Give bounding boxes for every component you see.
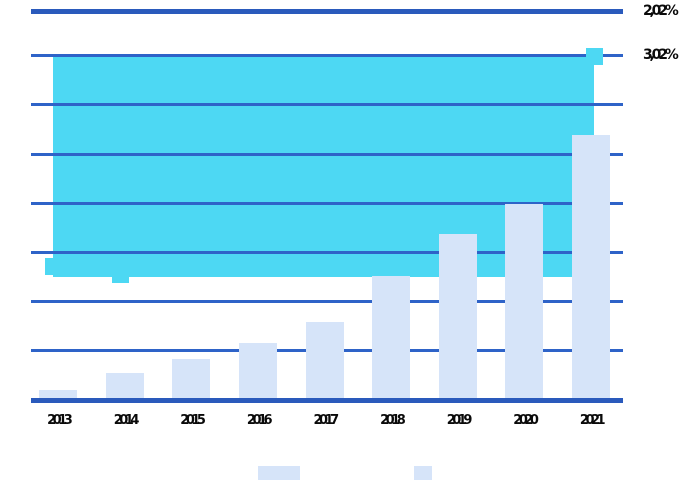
- data-point-marker: [44, 257, 62, 275]
- x-tick-label: 2018: [380, 413, 406, 428]
- x-tick-label: 2016: [246, 413, 273, 428]
- gridline: [31, 103, 623, 107]
- bar: [505, 204, 544, 400]
- gridline: [31, 300, 623, 304]
- data-point-marker: [112, 265, 130, 283]
- x-axis-baseline: [31, 398, 623, 403]
- x-tick-label: 2019: [446, 413, 473, 428]
- bar: [105, 372, 144, 400]
- bar: [39, 390, 78, 400]
- bar: [239, 342, 277, 400]
- series-end-label-cyan: 3,02%: [643, 47, 679, 64]
- x-tick-label: 2020: [513, 413, 539, 428]
- series-end-label-navy: 2,02%: [643, 2, 679, 19]
- gridline: [31, 54, 623, 58]
- bar: [572, 134, 610, 400]
- cyan-band: [53, 56, 594, 277]
- x-tick-label: 2013: [47, 413, 73, 428]
- x-tick-label: 2021: [579, 413, 606, 428]
- x-tick-label: 2014: [113, 413, 140, 428]
- bar: [172, 359, 211, 400]
- x-tick-label: 2017: [313, 413, 340, 428]
- bar: [438, 234, 477, 400]
- gridline: [31, 152, 623, 156]
- legend-swatch: [258, 466, 300, 480]
- bar: [372, 276, 411, 400]
- bar: [305, 321, 344, 400]
- gridline: [31, 201, 623, 205]
- reference-line: [31, 9, 623, 15]
- data-point-marker: [585, 47, 603, 65]
- x-tick-label: 2015: [180, 413, 206, 428]
- gridline: [31, 250, 623, 254]
- legend-swatch: [414, 466, 432, 480]
